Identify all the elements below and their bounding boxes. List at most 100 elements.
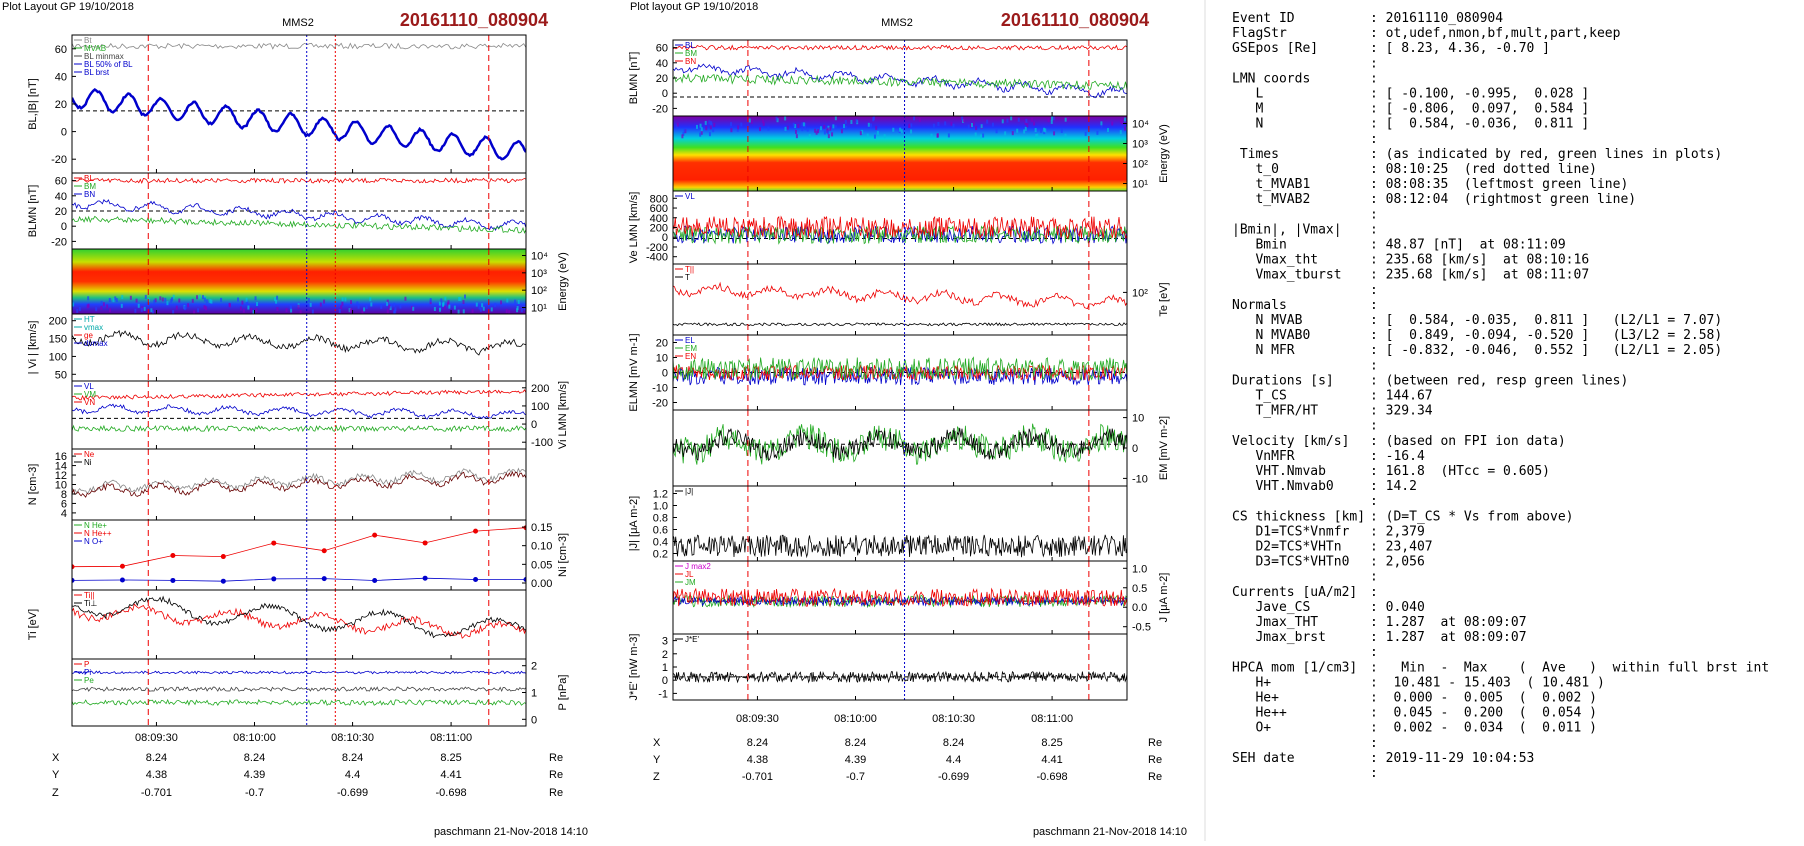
- y-tick-label: 100: [531, 401, 549, 413]
- summary-value: : [ 0.849, -0.094, -0.520 ] (L3/L2 = 2.5…: [1370, 328, 1722, 343]
- summary-value: : 235.68 [km/s] at 08:10:16: [1370, 253, 1589, 268]
- spectrogram-speck: [150, 308, 153, 313]
- spectrogram-speck: [762, 121, 765, 126]
- spectrogram-speck: [140, 307, 143, 312]
- panel: 10⁴ 10³ 10² 10¹ Energy (eV): [71, 248, 569, 315]
- spectrogram-speck: [108, 297, 111, 302]
- y-tick-label: 0: [662, 368, 668, 380]
- summary-key: t_MVAB2: [1232, 192, 1310, 207]
- spectrogram-speck: [1017, 117, 1020, 122]
- trace-dot: [72, 564, 75, 570]
- spectrogram-speck: [458, 296, 461, 301]
- y-axis-label: | Vi | [km/s]: [27, 321, 39, 375]
- spectrogram-speck: [975, 126, 978, 131]
- legend-label: BM: [685, 49, 697, 58]
- spectrogram-speck: [341, 301, 344, 306]
- y-tick-label: -400: [646, 252, 668, 264]
- summary-key: He+: [1232, 691, 1279, 706]
- summary-key: t_0: [1232, 162, 1279, 177]
- summary-key: Vmax_tht: [1232, 253, 1318, 268]
- spectrogram-speck: [172, 310, 175, 314]
- spectrogram-speck: [700, 130, 703, 135]
- y-tick-label: 0.0: [1132, 602, 1147, 614]
- panel-data: [673, 423, 1127, 465]
- spectrogram-speck: [748, 118, 751, 123]
- trace: [72, 88, 526, 161]
- spectrogram-speck: [380, 304, 383, 309]
- panel: 10 0 -10 EM [mV m-2]: [672, 409, 1170, 487]
- summary-value: : (based on FPI ion data): [1370, 434, 1566, 449]
- spectrogram-speck: [681, 134, 684, 139]
- spectrogram-speck: [276, 307, 279, 312]
- spectrogram-speck: [228, 303, 231, 308]
- summary-key: Bmin: [1232, 238, 1287, 253]
- spectrogram-speck: [814, 128, 817, 133]
- panel-data: [72, 42, 526, 161]
- y-tick-label: 400: [650, 213, 668, 225]
- spectrogram-speck: [892, 127, 895, 132]
- y-tick-label: 0.00: [531, 578, 552, 590]
- summary-key: H+: [1232, 675, 1271, 690]
- spectrogram-speck: [806, 127, 809, 132]
- spectrogram-speck: [338, 309, 341, 314]
- spectrogram-speck: [1033, 121, 1036, 126]
- spectrogram-speck: [683, 128, 686, 133]
- spectrogram-speck: [166, 301, 169, 306]
- legend-label: dvmax: [84, 339, 108, 348]
- y-tick-label: 10¹: [1132, 179, 1148, 191]
- legend-label: T||: [685, 265, 694, 274]
- spectrogram-speck: [444, 296, 447, 301]
- summary-value: :: [1370, 585, 1378, 600]
- spectrogram-speck: [801, 122, 804, 127]
- panel-data: [673, 534, 1127, 559]
- summary-key: |Bmin|, |Vmax|: [1232, 222, 1342, 237]
- summary-value: : 1.287 at 08:09:07: [1370, 615, 1527, 630]
- spectrogram-speck: [205, 299, 208, 304]
- spectrogram-speck: [872, 117, 875, 122]
- y-tick-label: 100: [49, 351, 67, 363]
- y-tick-label: 60: [656, 43, 668, 55]
- spectrogram-speck: [386, 299, 389, 304]
- spectrogram-speck: [1124, 117, 1127, 122]
- legend-label: EL: [685, 336, 695, 345]
- trace-dot: [372, 532, 378, 538]
- coord-value: 4.41: [440, 769, 461, 781]
- y-axis-label: BLMN [nT]: [27, 185, 39, 238]
- coord-label: Z: [52, 787, 59, 799]
- spectrogram-speck: [823, 124, 826, 129]
- spectrogram-speck: [710, 121, 713, 126]
- spectrogram-speck: [908, 124, 911, 129]
- spectrogram-speck: [161, 297, 164, 302]
- y-tick-label: 10: [1132, 413, 1144, 425]
- panel: 1.21.00.80.60.40.2 |J| [μA m-2] |J|: [628, 485, 1128, 562]
- coord-label: Z: [653, 771, 660, 783]
- coord-unit: Re: [549, 787, 563, 799]
- spectrogram-speck: [972, 121, 975, 126]
- legend-label: Ti||: [84, 591, 95, 600]
- y-tick-label: 0.05: [531, 559, 552, 571]
- coord-value: 8.25: [440, 752, 461, 764]
- spectrogram-speck: [867, 122, 870, 127]
- y-tick-label: 2: [662, 649, 668, 661]
- spectrogram-speck: [801, 127, 804, 132]
- spectrogram-speck: [1035, 134, 1038, 139]
- y-tick-label: 8: [61, 489, 67, 501]
- spectrogram-speck: [350, 300, 353, 305]
- spectrogram-speck: [918, 117, 921, 122]
- spectrogram-speck: [1043, 130, 1046, 135]
- summary-value: : 48.87 [nT] at 08:11:09: [1370, 238, 1566, 253]
- panel-frame: [71, 519, 527, 591]
- spectrogram-speck: [120, 303, 123, 308]
- panel-data: [72, 467, 526, 498]
- y-tick-label: 1.2: [653, 489, 668, 501]
- spectrogram-speck: [393, 302, 396, 307]
- summary-value: : (between red, resp green lines): [1370, 373, 1628, 388]
- spectrogram-speck: [394, 307, 397, 312]
- summary-value: :: [1370, 222, 1378, 237]
- spectrogram-speck: [1036, 133, 1039, 138]
- trace: [72, 698, 526, 707]
- panel-data: [72, 595, 526, 639]
- trace: [72, 595, 526, 639]
